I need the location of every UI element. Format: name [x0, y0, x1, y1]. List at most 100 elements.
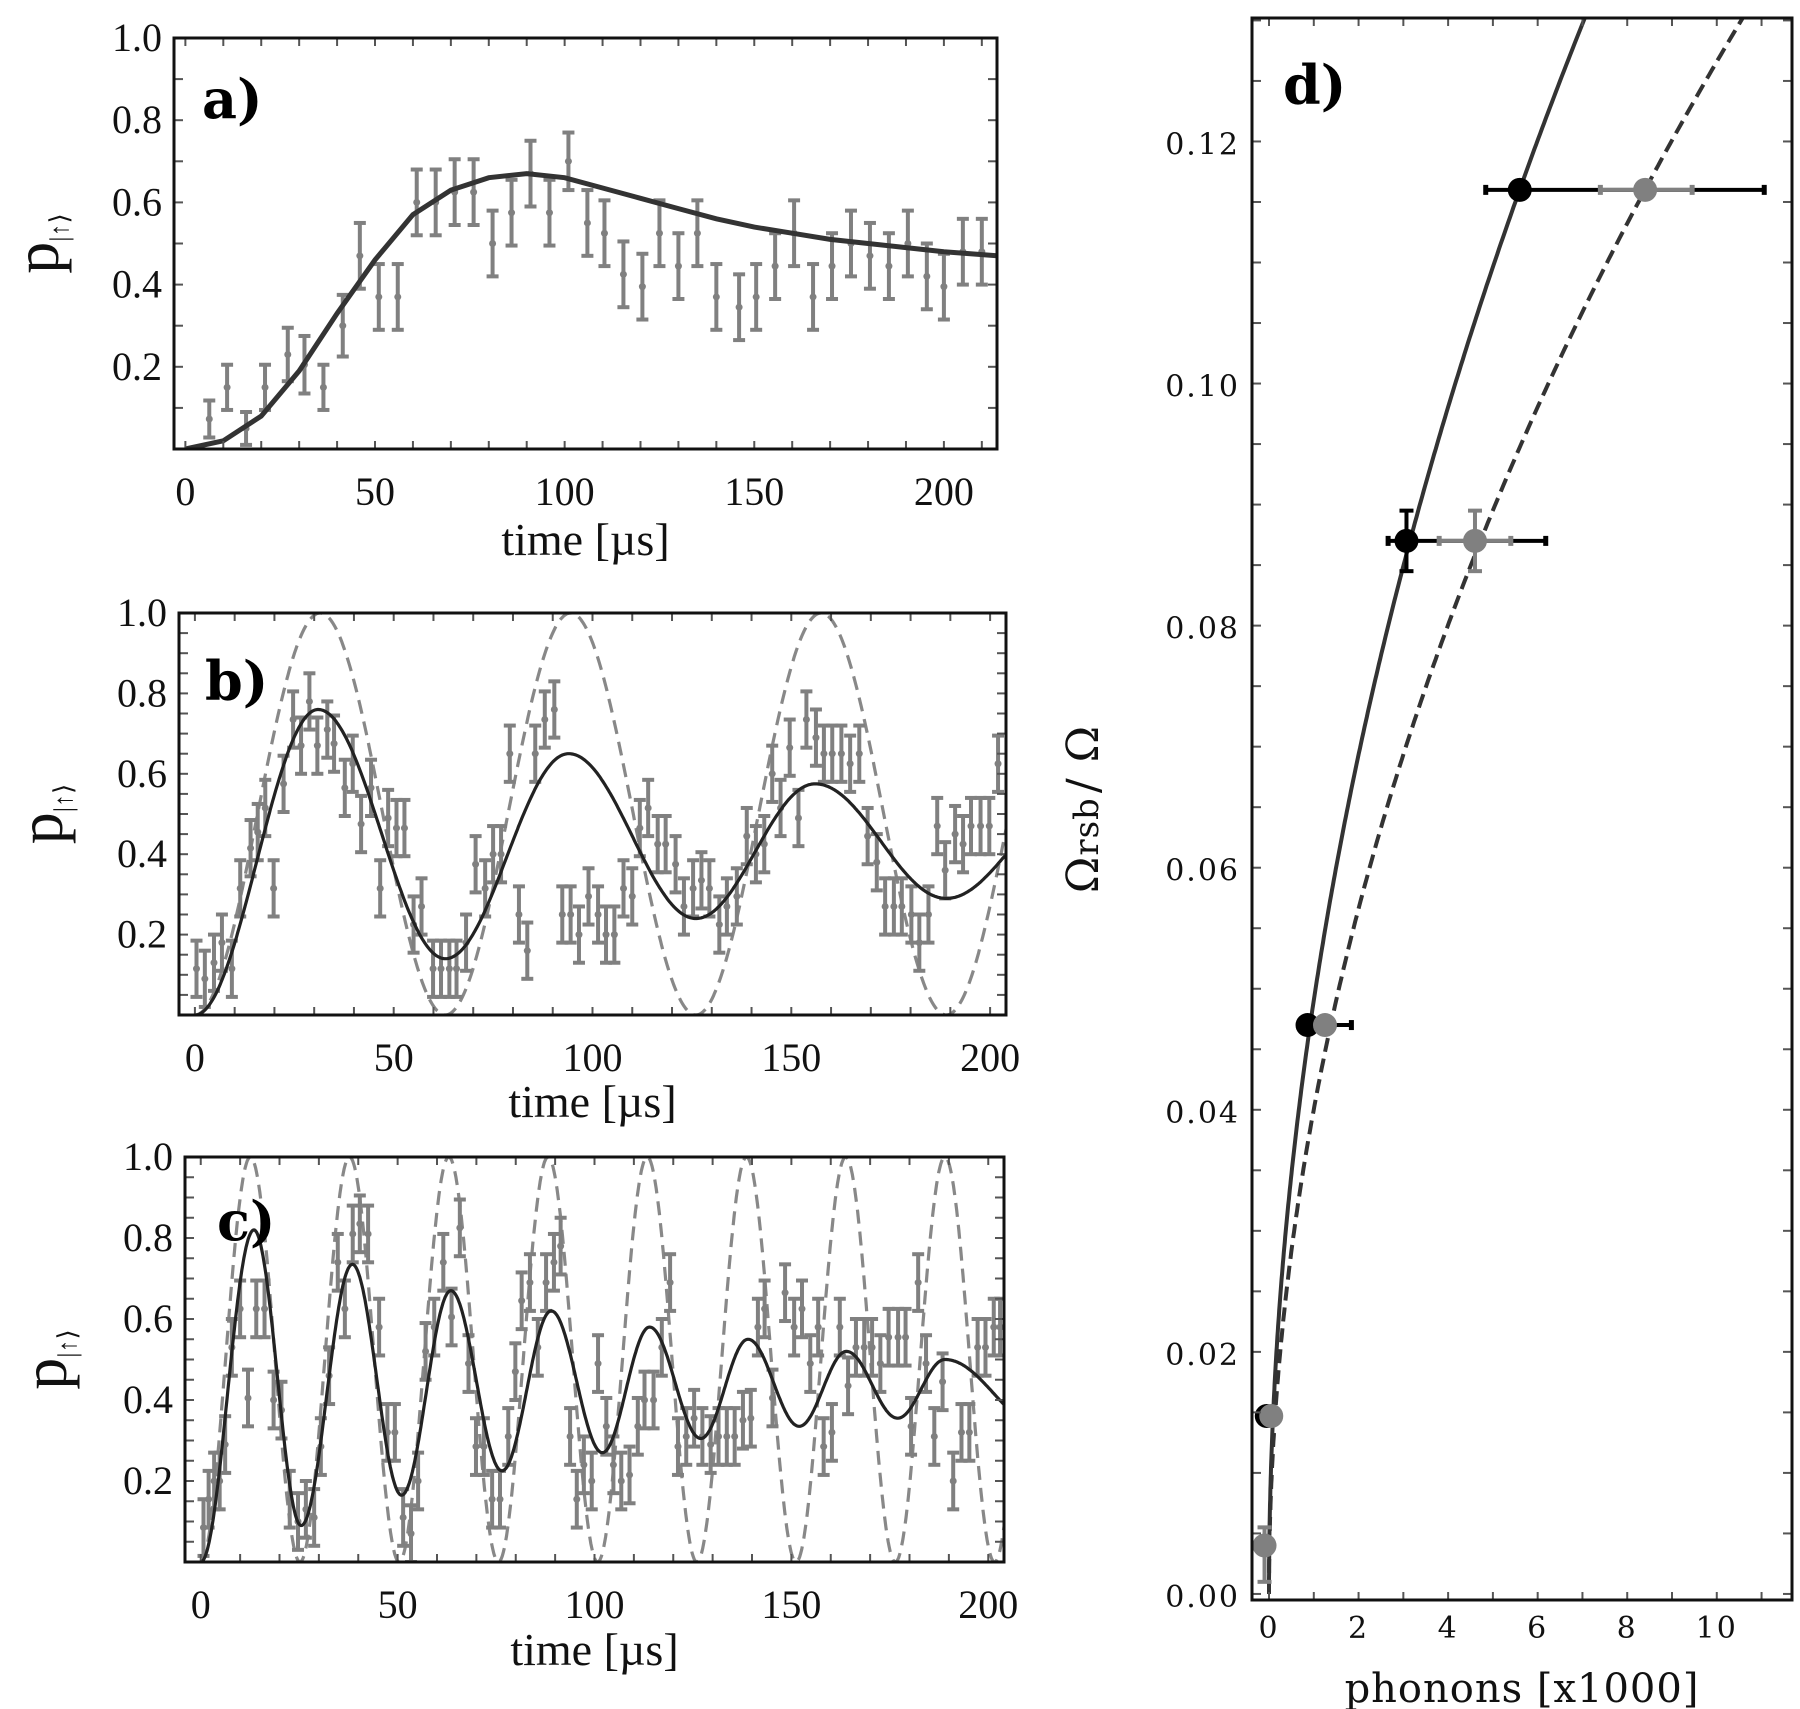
data-point [190, 938, 203, 999]
data-point [766, 743, 779, 804]
data-marker [924, 911, 932, 918]
data-point [992, 733, 1005, 794]
data-point [817, 723, 830, 784]
data-marker [641, 1396, 649, 1404]
data-point [353, 1193, 366, 1255]
y-axis-label-main: p [5, 812, 76, 844]
data-marker [557, 1242, 565, 1250]
data-marker [254, 828, 262, 836]
x-tick-label: 150 [761, 1582, 821, 1627]
data-marker [218, 939, 226, 947]
data-point [758, 1278, 771, 1340]
x-tick-label: 200 [958, 1582, 1018, 1627]
x-tick-label: 50 [374, 1035, 414, 1080]
data-marker [967, 822, 975, 830]
y-tick-label: 0.4 [123, 1377, 173, 1422]
y-tick-label: 0.2 [117, 912, 167, 957]
data-marker [506, 750, 514, 758]
y-tick-label: 0.06 [1165, 854, 1240, 889]
data-point [538, 689, 551, 750]
data-marker [284, 350, 292, 358]
data-point [740, 805, 753, 867]
plot-area [190, 613, 1006, 1015]
data-marker [305, 697, 313, 705]
data-marker [583, 219, 591, 227]
data-marker [550, 705, 558, 713]
data-marker [974, 1343, 982, 1351]
data-point [415, 876, 428, 937]
data-point [965, 795, 978, 857]
data-point [198, 948, 211, 1009]
x-tick-label: 200 [914, 469, 974, 514]
data-point [577, 1434, 590, 1496]
data-point [600, 904, 613, 965]
data-point [936, 1351, 949, 1413]
data-marker [399, 1513, 407, 1521]
y-axis-label-subscript: |↑⟩ [53, 1329, 82, 1357]
data-marker [504, 1432, 512, 1440]
data-marker [860, 1343, 868, 1351]
y-tick-label: 1.0 [112, 15, 162, 60]
data-marker [367, 784, 375, 792]
data-point [215, 912, 228, 973]
data-marker [472, 860, 480, 868]
data-marker [384, 814, 392, 822]
data-marker [244, 1394, 252, 1402]
data-point [695, 850, 708, 911]
data-marker [414, 1477, 422, 1485]
data-point [521, 920, 534, 981]
data-marker [448, 1313, 456, 1321]
data-marker [602, 1422, 610, 1430]
data-point [1252, 1525, 1277, 1584]
data-series [203, 130, 988, 447]
data-point [515, 1270, 528, 1332]
data-point [728, 1406, 741, 1467]
plot-frame [172, 36, 999, 451]
data-marker [261, 804, 269, 812]
y-tick-label: 0.4 [112, 262, 162, 307]
data-marker [602, 931, 610, 939]
solid-fit-curve [194, 707, 1006, 1015]
data-point [615, 1450, 628, 1512]
data-marker [672, 860, 680, 868]
data-marker [768, 1394, 776, 1402]
data-marker [429, 965, 437, 973]
data-point [398, 797, 411, 859]
x-tick-label: 50 [355, 469, 395, 514]
data-point [592, 884, 605, 945]
data-marker [654, 840, 662, 848]
data-marker [205, 415, 213, 423]
data-point [585, 1450, 598, 1512]
data-marker [930, 1432, 938, 1440]
data-point [861, 805, 874, 867]
data-point [445, 1286, 458, 1348]
data-point [405, 1503, 418, 1562]
y-tick-label: 0.6 [117, 751, 167, 796]
data-point [512, 884, 525, 945]
data-point [529, 723, 542, 784]
data-point [899, 1306, 912, 1368]
data-point [901, 208, 914, 279]
data-point [412, 1450, 425, 1512]
data-point [642, 777, 655, 839]
data-point [736, 1389, 749, 1451]
data-marker [545, 209, 553, 217]
data-marker [798, 1305, 806, 1313]
data-point [688, 1387, 701, 1449]
y-axis-label: p|↑⟩ [1, 213, 74, 273]
data-point [920, 241, 933, 312]
data-marker [693, 229, 701, 237]
data-marker [965, 1428, 973, 1436]
data-point [556, 884, 569, 945]
data-marker [868, 1343, 876, 1351]
data-point [207, 932, 220, 993]
data-point [242, 1367, 254, 1429]
data-marker [812, 734, 820, 742]
data-marker [575, 931, 583, 939]
data-point [807, 262, 820, 332]
data-marker [828, 1428, 836, 1436]
data-marker [261, 1305, 269, 1313]
data-marker [846, 760, 854, 768]
plot-frame [1250, 16, 1794, 1602]
x-axis-label: time [µs] [508, 1076, 676, 1127]
